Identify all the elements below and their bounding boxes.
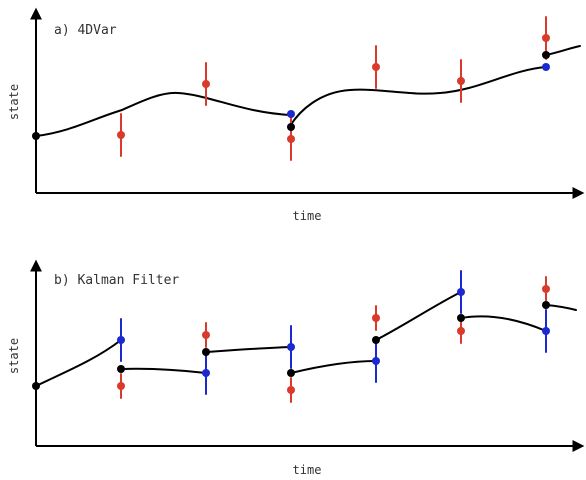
panel-a-x-label: time bbox=[293, 209, 322, 223]
panel-4dvar: a) 4DVar state time bbox=[7, 7, 585, 223]
panel-a-trajectory-3 bbox=[545, 45, 581, 56]
panel-a-analysis-point bbox=[32, 132, 40, 140]
panel-b-analysis-point bbox=[32, 382, 40, 390]
panel-a-analysis-point bbox=[542, 51, 550, 59]
panel-a-obs-point bbox=[457, 77, 465, 85]
panel-b-obs-point bbox=[372, 314, 380, 322]
panel-a-y-label: state bbox=[7, 84, 21, 120]
panel-b-forecast-segment bbox=[290, 360, 377, 374]
panel-b-forecast-point bbox=[542, 327, 550, 335]
panel-a-trajectory-2 bbox=[289, 66, 547, 127]
panel-a-obs-point bbox=[542, 34, 550, 42]
panel-b-forecast-point bbox=[287, 343, 295, 351]
panel-b-forecast-segment bbox=[375, 291, 462, 341]
panel-b-forecast-point bbox=[372, 357, 380, 365]
panel-b-analysis-point bbox=[457, 314, 465, 322]
panel-a-title: a) 4DVar bbox=[54, 23, 117, 38]
panel-b-forecast-point bbox=[202, 369, 210, 377]
panel-b-obs-point bbox=[542, 285, 550, 293]
panel-b-forecast-segment bbox=[120, 367, 207, 374]
panel-b-analysis-point bbox=[542, 301, 550, 309]
panel-b-forecast-segment bbox=[205, 346, 292, 353]
panel-b-y-label: state bbox=[7, 338, 21, 374]
panel-a-obs-point bbox=[202, 80, 210, 88]
panel-a-observations bbox=[117, 16, 550, 161]
panel-b-forecast-segment bbox=[35, 339, 122, 387]
panel-b-obs-point bbox=[287, 386, 295, 394]
panel-b-analysis-point bbox=[287, 369, 295, 377]
panel-b-obs-point bbox=[117, 382, 125, 390]
panel-b-title: b) Kalman Filter bbox=[54, 273, 179, 288]
panel-kalman-filter: b) Kalman Filter state time bbox=[7, 259, 585, 477]
panel-a-analysis-point bbox=[287, 123, 295, 131]
panel-b-x-label: time bbox=[293, 463, 322, 477]
panel-b-forecast-point bbox=[457, 288, 465, 296]
panel-b-forecast-segment bbox=[460, 315, 547, 332]
panel-b-analysis-point bbox=[372, 336, 380, 344]
panel-b-analyses bbox=[32, 301, 550, 390]
panel-b-observations bbox=[117, 276, 550, 403]
panel-a-obs-point bbox=[372, 63, 380, 71]
panel-b-forecast-point bbox=[117, 336, 125, 344]
panel-a-obs-point bbox=[287, 135, 295, 143]
panel-b-obs-point bbox=[202, 331, 210, 339]
panel-b-analysis-point bbox=[202, 348, 210, 356]
panel-b-obs-point bbox=[457, 327, 465, 335]
panel-a-forecast-point bbox=[542, 63, 550, 71]
panel-b-forecasts bbox=[117, 270, 550, 395]
panel-a-trajectory-1 bbox=[35, 91, 291, 137]
panel-b-forecast-segment bbox=[545, 304, 577, 311]
panel-b-analysis-point bbox=[117, 365, 125, 373]
panel-a-forecast-point bbox=[287, 110, 295, 118]
panel-a-obs-point bbox=[117, 131, 125, 139]
